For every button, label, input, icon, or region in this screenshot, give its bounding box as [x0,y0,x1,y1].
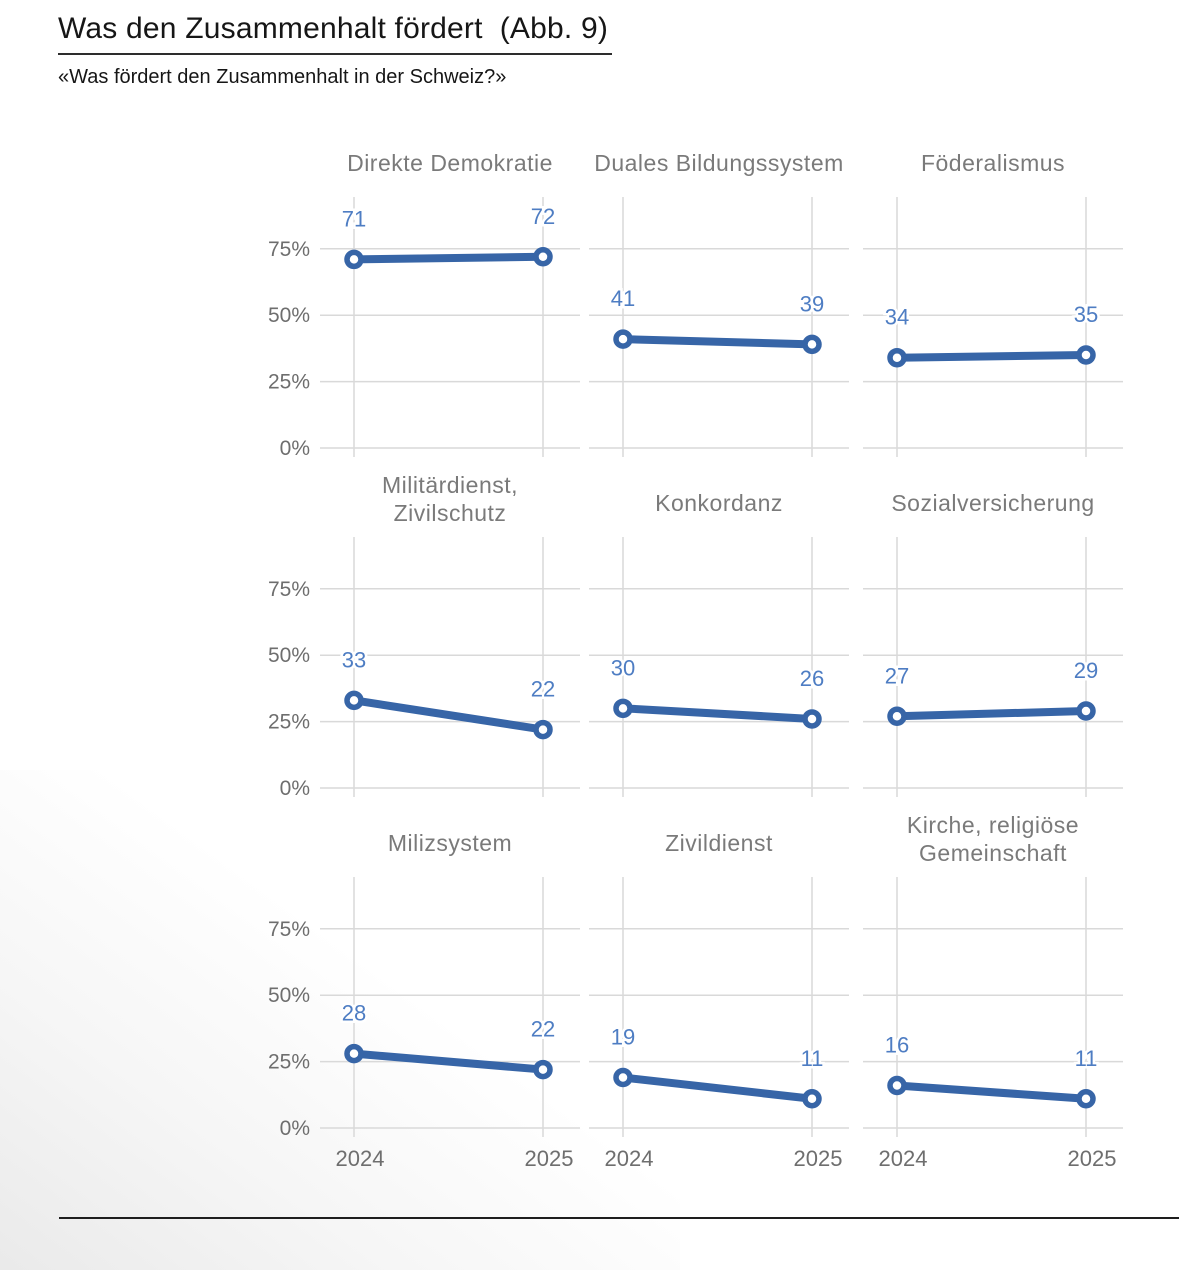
panel-title: Föderalismus [921,150,1065,176]
series-line [353,696,544,734]
y-axis-label: 25% [268,371,310,394]
value-label: 11 [801,1046,824,1071]
y-axis-label: 75% [268,238,310,261]
data-point-marker [887,1075,907,1096]
series-line [896,1081,1087,1103]
value-label: 16 [885,1033,909,1058]
x-axis-label: 2024 [336,1146,385,1171]
chart-title: Was den Zusammenhalt fördert (Abb. 9) [58,12,613,55]
data-point-marker [802,334,822,355]
y-axis-label: 25% [268,1051,310,1074]
value-label: 19 [611,1025,635,1050]
y-axis-label: 50% [268,984,310,1007]
value-label: 28 [342,1001,366,1026]
value-label: 71 [342,206,366,231]
value-label: 34 [885,305,909,330]
series-line [896,351,1087,362]
x-axis-label: 2025 [525,1146,574,1171]
series-line [896,706,1087,721]
series-line [622,335,813,349]
data-point-marker [887,347,907,368]
value-label: 11 [1075,1046,1098,1071]
data-point-marker [1076,345,1096,365]
y-axis-label: 75% [268,918,310,941]
data-point-marker [1076,701,1096,721]
panel-title: Direkte Demokratie [347,150,553,176]
value-label: 39 [800,291,824,316]
footer-divider [59,1217,1179,1219]
data-point-marker [613,1067,633,1088]
x-axis-label: 2025 [794,1146,843,1171]
value-label: 26 [800,666,824,691]
chart-header: Was den Zusammenhalt fördert (Abb. 9) «W… [58,12,613,89]
y-axis-label: 25% [268,711,310,734]
data-point-marker [533,1059,553,1080]
x-axis-label: 2024 [605,1146,654,1171]
data-point-marker [533,719,553,740]
data-point-marker [344,690,364,711]
panel-title: Konkordanz [655,490,783,516]
data-point-marker [613,698,633,719]
data-point-marker [802,709,822,729]
y-axis-label: 0% [280,777,310,800]
value-label: 72 [531,204,555,229]
series-line [622,1073,813,1103]
panel-title: Sozialversicherung [891,490,1094,516]
y-axis-label: 50% [268,644,310,667]
y-axis-label: 0% [280,437,310,460]
chart-subtitle: «Was fördert den Zusammenhalt in der Sch… [58,66,507,88]
value-label: 29 [1074,658,1098,683]
panel-title: Duales Bildungssystem [594,150,844,176]
data-point-marker [533,247,553,267]
x-axis-label: 2024 [879,1146,928,1171]
series-line [353,1049,544,1074]
y-axis-label: 0% [280,1117,310,1140]
data-point-marker [344,249,364,270]
value-label: 41 [611,286,635,311]
value-label: 30 [611,655,635,680]
panel-title: Zivildienst [665,830,773,856]
series-line [353,252,544,264]
value-label: 35 [1074,302,1098,327]
y-axis-label: 50% [268,304,310,327]
panel-title: Zivilschutz [394,500,507,526]
data-point-marker [802,1089,822,1109]
y-axis-label: 75% [268,578,310,601]
data-point-marker [613,329,633,349]
panel-title: Milizsystem [388,830,512,856]
panel-title: Militärdienst, [382,472,518,498]
data-point-marker [1076,1089,1096,1109]
panel-title: Kirche, religiöse [907,812,1079,838]
value-label: 27 [885,663,909,688]
background-gradient-bottom-left [0,770,680,1270]
value-label: 22 [531,677,555,702]
value-label: 22 [531,1017,555,1042]
series-line [622,704,813,723]
data-point-marker [887,706,907,727]
value-label: 33 [342,647,366,672]
data-point-marker [344,1043,364,1064]
panel-title: Gemeinschaft [919,840,1067,866]
x-axis-label: 2025 [1068,1146,1117,1171]
